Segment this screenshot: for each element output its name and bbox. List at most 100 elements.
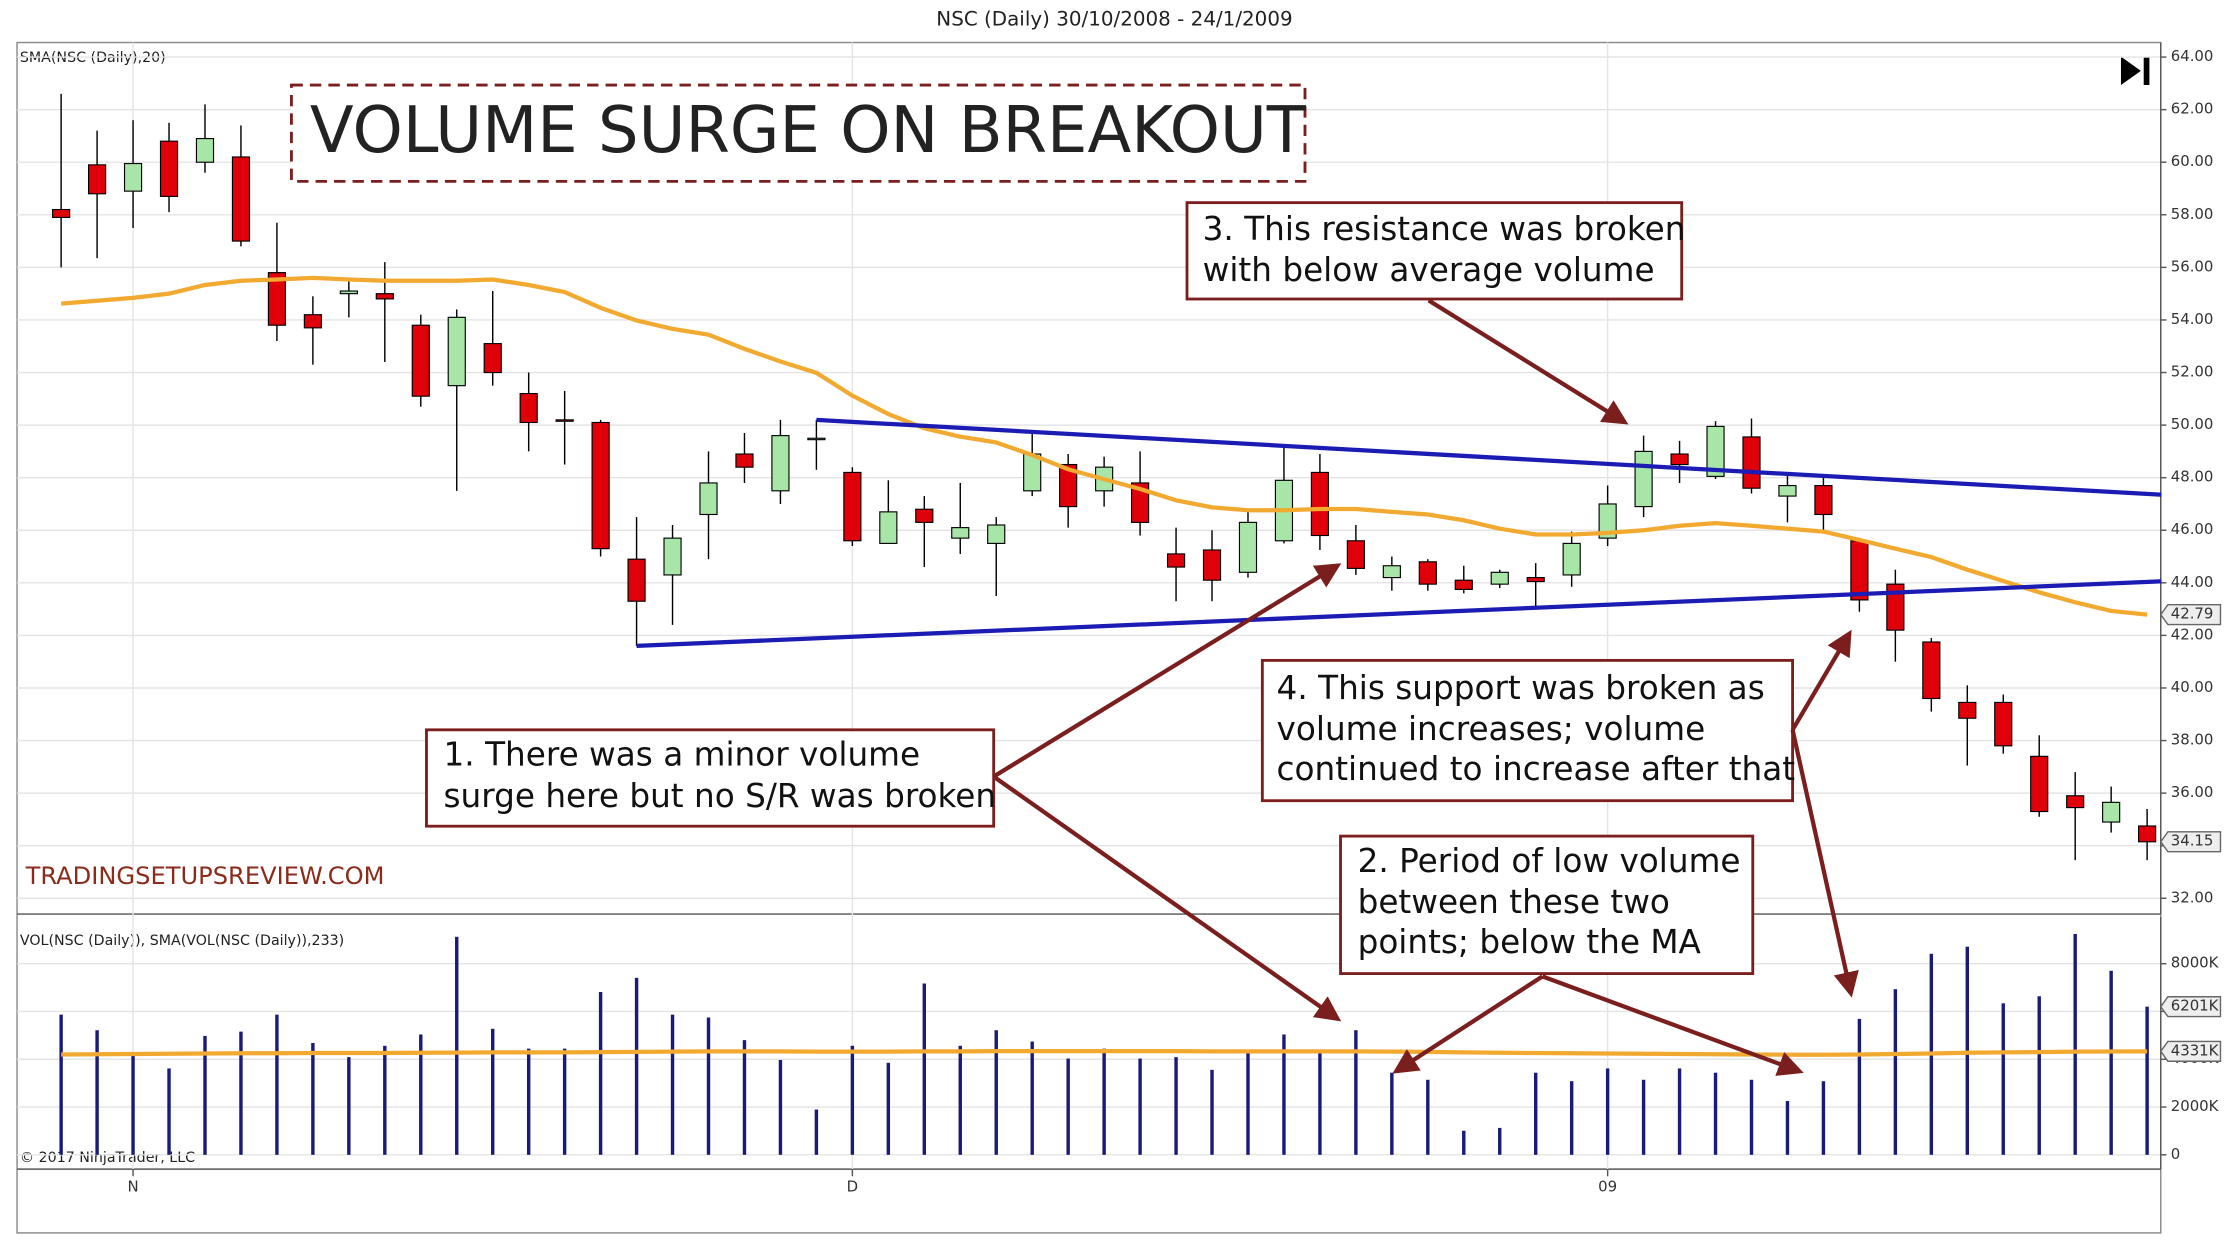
y-tick-label: 40.00: [2171, 678, 2214, 696]
volume-bar: [814, 1109, 819, 1155]
y-tick-label: 50.00: [2171, 415, 2214, 433]
note-text: volume increases; volume: [1277, 710, 1706, 748]
play-icon: [2120, 56, 2150, 86]
volume-bar: [59, 1014, 63, 1155]
candle-body: [1490, 571, 1509, 585]
arrow: [1541, 974, 1804, 1076]
candle-body: [411, 324, 430, 397]
arrow: [1427, 298, 1629, 425]
candle-body: [87, 164, 107, 195]
y-tick-label: 64.00: [2171, 47, 2214, 65]
volume-bar: [1354, 1030, 1358, 1155]
y-tick-label: 46.00: [2171, 520, 2214, 538]
volume-bar: [1462, 1130, 1466, 1155]
volume-bar: [2145, 1006, 2149, 1155]
value-marker-label: 34.15: [2171, 832, 2214, 850]
y-tick-label: 8000K: [2171, 954, 2220, 972]
candle-body: [987, 524, 1006, 544]
candle-body: [483, 343, 502, 374]
volume-bar: [347, 1057, 351, 1155]
arrow: [1790, 629, 1852, 731]
arrow: [992, 774, 1342, 1022]
candle-body: [1526, 577, 1545, 583]
note-text: with below average volume: [1203, 251, 1655, 289]
candle-body: [1598, 503, 1617, 539]
candle-body: [1238, 521, 1258, 573]
volume-bar: [1498, 1127, 1502, 1155]
candle-body: [1634, 450, 1653, 508]
y-tick-label: 38.00: [2171, 731, 2214, 749]
y-tick-label: 60.00: [2171, 152, 2214, 170]
candle-body: [1310, 471, 1330, 537]
volume-bar: [2109, 970, 2113, 1155]
candle-body: [1994, 701, 2013, 747]
candle-body: [519, 392, 538, 424]
volume-bar: [1677, 1068, 1682, 1155]
candle-body: [2102, 801, 2121, 823]
candle-body: [339, 290, 358, 295]
volume-bar: [383, 1045, 387, 1155]
volume-bar: [1534, 1072, 1538, 1155]
volume-bar: [1785, 1101, 1790, 1155]
candle-body: [1202, 549, 1222, 581]
volume-bar: [886, 1062, 891, 1155]
candle-body: [52, 208, 71, 218]
candle-body: [1346, 540, 1365, 569]
volume-bar: [1641, 1079, 1646, 1155]
volume-bar: [562, 1048, 567, 1155]
candle-body: [1850, 540, 1869, 601]
volume-bar: [1066, 1058, 1070, 1155]
candle-body: [375, 293, 394, 300]
candle-body: [843, 471, 862, 542]
volume-bar: [95, 1030, 99, 1155]
candle-body: [1130, 482, 1150, 523]
candle-body: [1166, 553, 1186, 568]
arrow: [1392, 974, 1544, 1074]
y-tick-label: 0: [2171, 1145, 2180, 1163]
note-box: [425, 728, 996, 828]
volume-bar: [526, 1048, 531, 1155]
candle-body: [1562, 542, 1581, 576]
candle-body: [1418, 561, 1437, 585]
candle-body: [195, 138, 215, 163]
volume-bar: [778, 1059, 783, 1155]
volume-bar: [455, 936, 459, 1155]
volume-bar: [1174, 1057, 1178, 1155]
watermark: TRADINGSETUPSREVIEW.COM: [25, 862, 385, 890]
volume-bar: [634, 977, 639, 1155]
y-tick-label: 56.00: [2171, 257, 2214, 275]
note-text: between these two: [1358, 883, 1670, 921]
volume-bar: [1282, 1034, 1286, 1155]
candle-body: [627, 558, 646, 602]
note-box: [1185, 201, 1684, 301]
y-tick-label: 42.00: [2171, 625, 2214, 643]
note-text: 4. This support was broken as: [1277, 669, 1765, 707]
arrow: [1790, 729, 1859, 998]
candle-body: [159, 140, 179, 197]
volume-bar: [742, 1040, 747, 1155]
volume-bar: [131, 1055, 135, 1155]
volume-bar: [2073, 933, 2077, 1155]
candle-body: [1778, 484, 1797, 497]
volume-bar: [706, 1017, 711, 1155]
y-tick-label: 44.00: [2171, 573, 2214, 591]
volume-bar: [1390, 1072, 1394, 1155]
candle-body: [1814, 484, 1833, 516]
volume-bar: [239, 1031, 243, 1155]
y-tick-label: 58.00: [2171, 205, 2214, 223]
y-tick-label: 36.00: [2171, 783, 2214, 801]
volume-bar: [2001, 1003, 2005, 1155]
candle-body: [1454, 579, 1473, 590]
volume-bar: [2037, 996, 2041, 1155]
value-marker: [2159, 996, 2222, 1018]
volume-bar: [1102, 1048, 1106, 1155]
arrow: [992, 563, 1342, 779]
candle-body: [303, 314, 322, 329]
candle-body: [1059, 463, 1078, 508]
candle-body: [123, 162, 143, 192]
volume-bar: [167, 1068, 171, 1155]
x-tick-label: N: [127, 1178, 138, 1196]
candle-body: [2066, 795, 2085, 809]
candle-body: [2138, 825, 2157, 843]
